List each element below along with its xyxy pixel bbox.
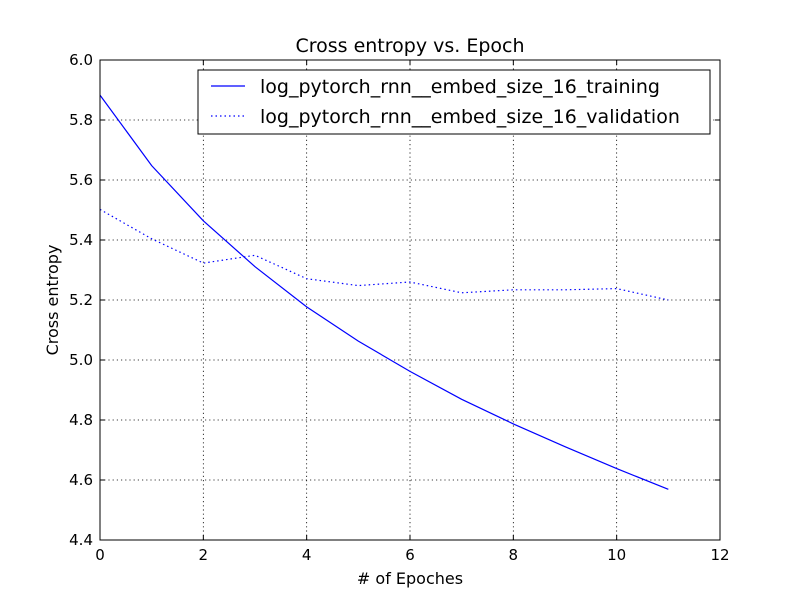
y-tick-label: 5.8 (69, 111, 93, 129)
grid-lines (100, 60, 720, 540)
y-tick-label: 5.4 (69, 231, 93, 249)
x-tick-label: 12 (710, 546, 729, 564)
series-line-training (99, 94, 669, 490)
legend-box (197, 69, 711, 135)
series-lines (99, 94, 669, 490)
x-tick-label: 10 (607, 546, 626, 564)
y-tick-label: 4.4 (69, 531, 93, 549)
series-line-validation (99, 208, 669, 301)
x-tick-label: 8 (509, 546, 519, 564)
legend-label-validation: log_pytorch_rnn__embed_size_16_validatio… (260, 106, 680, 128)
x-tick-label: 4 (302, 546, 312, 564)
y-tick-label: 5.0 (69, 351, 93, 369)
y-tick-label: 4.6 (69, 471, 93, 489)
x-tick-label: 0 (95, 546, 105, 564)
axis-ticks: 0 2 4 6 8 10 12 4.4 4.6 4.8 5.0 5.2 5.4 5.6 5.8 6.0 (69, 51, 729, 564)
legend-label-training: log_pytorch_rnn__embed_size_16_training (260, 76, 660, 98)
y-tick-label: 5.6 (69, 171, 93, 189)
y-axis-label: Cross entropy (43, 245, 62, 356)
y-tick-label: 5.2 (69, 291, 93, 309)
chart-title: Cross entropy vs. Epoch (295, 35, 524, 57)
y-tick-label: 4.8 (69, 411, 93, 429)
y-tick-label: 6.0 (69, 51, 93, 69)
x-axis-label: # of Epoches (357, 569, 463, 588)
legend: log_pytorch_rnn__embed_size_16_training … (197, 69, 711, 135)
x-tick-label: 2 (199, 546, 209, 564)
x-tick-label: 6 (405, 546, 415, 564)
